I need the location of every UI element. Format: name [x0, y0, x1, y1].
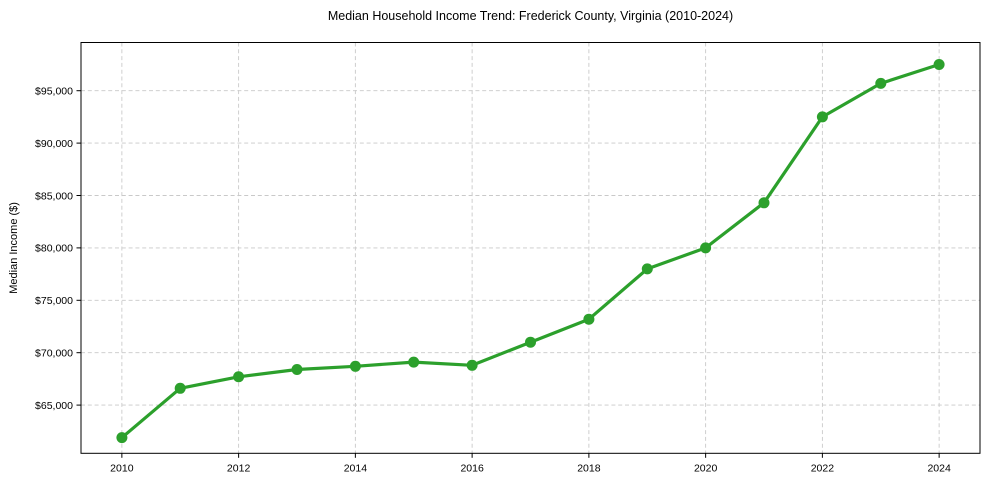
y-tick-label-65000: $65,000	[35, 400, 73, 412]
tick-labels: $65,000 $70,000 $75,000 $80,000 $85,000 $90,0…	[35, 86, 951, 475]
x-tick-label-2022: 2022	[811, 462, 835, 474]
y-tick-label-90000: $90,000	[35, 138, 73, 150]
y-tick-label-80000: $80,000	[35, 243, 73, 255]
data-point-2024	[933, 59, 945, 70]
data-point-2014	[349, 360, 361, 372]
data-point-2018	[583, 313, 595, 325]
income-line	[120, 62, 941, 440]
data-point-2011	[174, 382, 186, 394]
data-point-2017	[525, 336, 536, 348]
y-tick-label-95000: $95,000	[35, 86, 73, 98]
x-tick-label-2020: 2020	[694, 462, 718, 474]
y-tick-label-85000: $85,000	[35, 190, 73, 202]
data-point-2013	[291, 364, 303, 375]
axis-ticks	[76, 90, 940, 458]
x-tick-label-2016: 2016	[460, 462, 484, 474]
x-tick-label-2010: 2010	[110, 462, 134, 474]
chart-title: Median Household Income Trend: Frederick…	[328, 9, 733, 23]
x-tick-label-2018: 2018	[577, 462, 601, 474]
data-point-2015	[408, 356, 420, 368]
x-tick-label-2024: 2024	[927, 462, 951, 474]
data-point-2019	[641, 263, 653, 275]
data-point-2021	[758, 197, 770, 209]
data-point-2012	[233, 371, 245, 383]
y-tick-label-75000: $75,000	[35, 295, 73, 307]
x-tick-label-2014: 2014	[344, 462, 368, 474]
y-axis-label: Median Income ($)	[8, 202, 20, 294]
y-tick-label-70000: $70,000	[35, 347, 73, 359]
data-point-2023	[875, 77, 887, 89]
data-point-2020	[700, 242, 712, 254]
plot-frame	[80, 42, 981, 454]
data-point-2022	[816, 111, 828, 123]
data-point-2016	[466, 359, 478, 371]
x-tick-label-2012: 2012	[227, 462, 251, 474]
data-point-2010	[116, 432, 128, 444]
data-series	[116, 59, 945, 444]
